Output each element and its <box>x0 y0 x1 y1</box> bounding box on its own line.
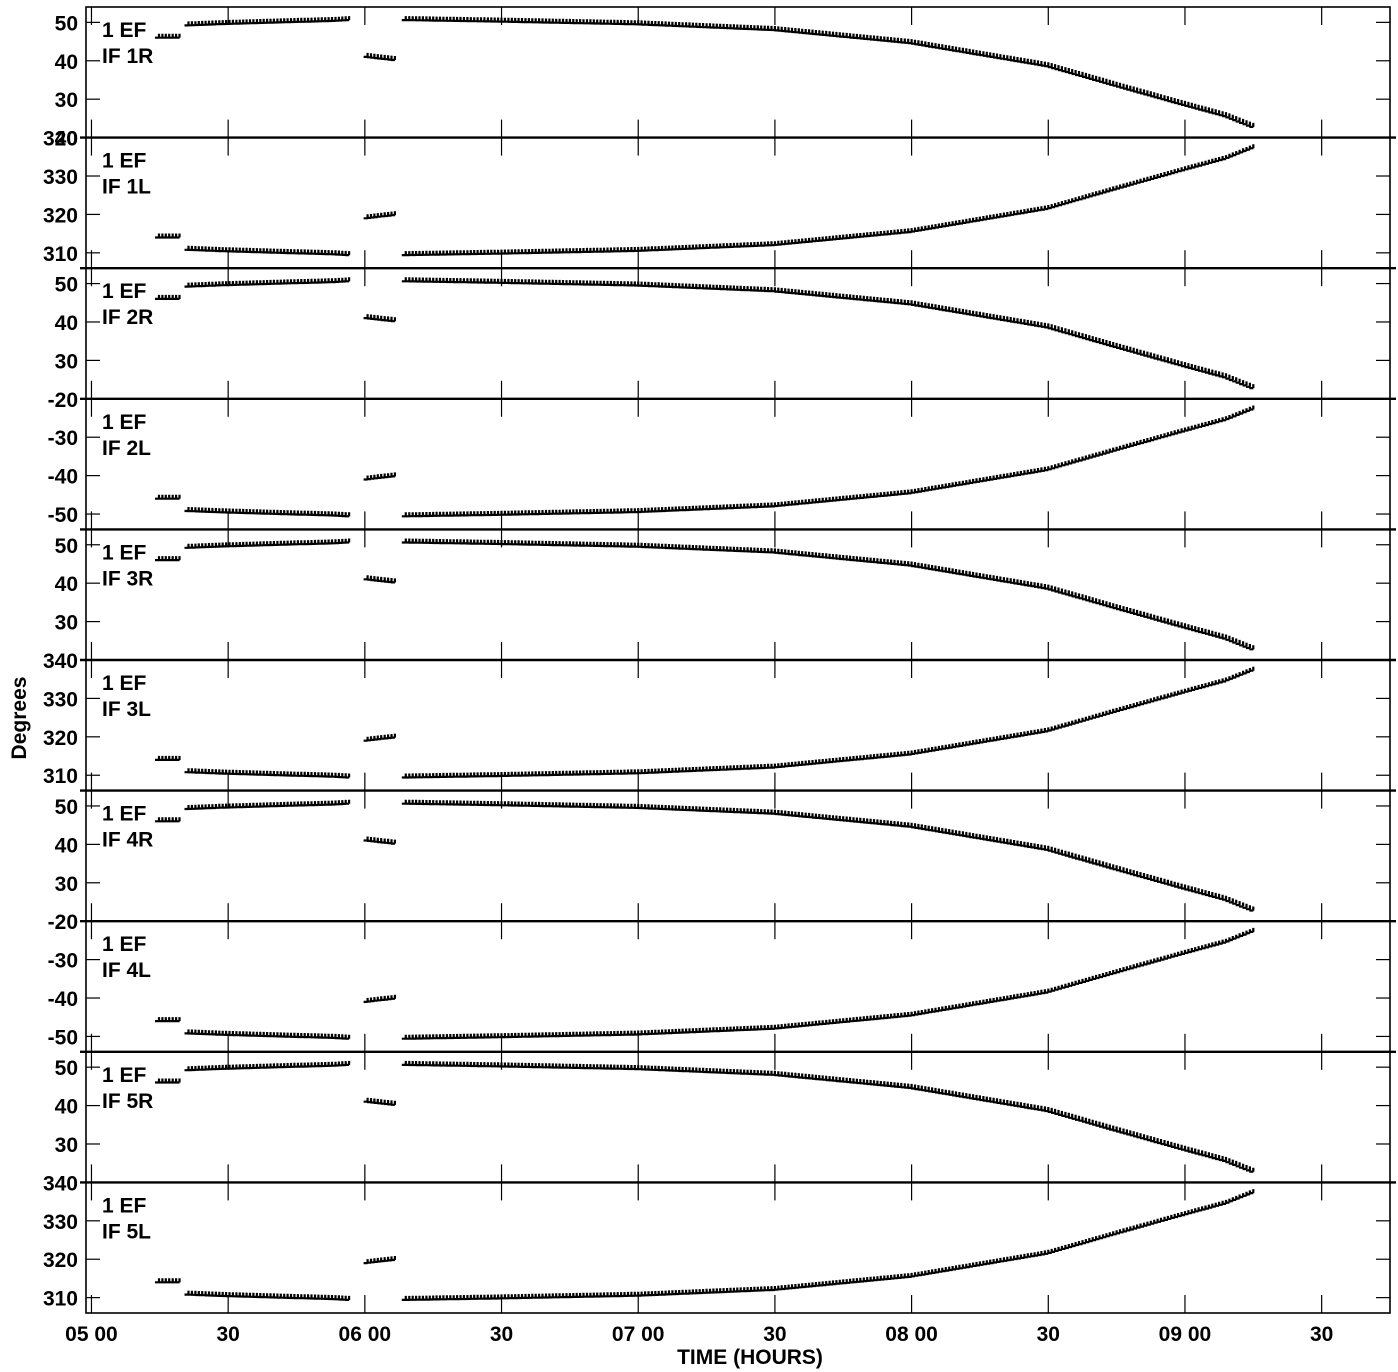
y-tick-label: 330 <box>43 688 78 711</box>
x-tick-label: 30 <box>1310 1323 1333 1346</box>
y-tick-label: 50 <box>55 12 78 35</box>
panel-antenna-label: 1 EF <box>102 672 147 695</box>
y-tick-label: 320 <box>43 204 78 227</box>
data-points <box>155 16 1255 1301</box>
y-axis-title: Degrees <box>8 677 31 760</box>
data-series-IF-4R <box>155 799 1255 912</box>
panel-if-label: IF 5R <box>102 1090 153 1113</box>
data-series-IF-1R <box>155 16 1255 128</box>
x-axis-title: TIME (HOURS) <box>677 1346 823 1369</box>
panel-antenna-label: 1 EF <box>102 280 147 303</box>
y-tick-label: 50 <box>55 274 78 297</box>
x-tick-label: 30 <box>763 1323 786 1346</box>
y-tick-label: 20 <box>55 128 78 151</box>
y-tick-label: -30 <box>48 950 78 973</box>
panel-if-label: IF 4L <box>102 959 151 982</box>
panel-if-label: IF 5L <box>102 1220 151 1243</box>
panel-antenna-label: 1 EF <box>102 411 147 434</box>
panel-if-label: IF 1R <box>102 45 153 68</box>
panel-antenna-label: 1 EF <box>102 1194 147 1217</box>
y-tick-label: 340 <box>43 128 78 151</box>
y-tick-label: 330 <box>43 166 78 189</box>
x-tick-label: 09 00 <box>1159 1323 1212 1346</box>
data-series-IF-5R <box>155 1060 1255 1173</box>
y-tick-label: 340 <box>43 1172 78 1195</box>
panel-if-label: IF 3R <box>102 567 153 590</box>
y-tick-label: 40 <box>55 312 78 335</box>
panel-frames <box>80 6 1396 1314</box>
y-tick-label: 310 <box>43 765 78 788</box>
panel-antenna-label: 1 EF <box>102 803 147 826</box>
data-series-IF-1L <box>155 144 1255 257</box>
panel-antenna-label: 1 EF <box>102 1064 147 1087</box>
y-tick-label: -50 <box>48 1026 78 1049</box>
y-tick-label: 340 <box>43 650 78 673</box>
y-tick-label: -40 <box>48 988 78 1011</box>
x-tick-label: 05 00 <box>65 1323 118 1346</box>
y-tick-label: 310 <box>43 243 78 266</box>
y-tick-label: 30 <box>55 89 78 112</box>
axis-labels: 20 30 40 50 1 EF IF 1R 310 320 330 340 1 EF IF 1L 30… <box>43 12 1333 1346</box>
y-tick-label: -50 <box>48 504 78 527</box>
data-series-IF-2R <box>155 277 1255 390</box>
x-tick-label: 07 00 <box>612 1323 665 1346</box>
panel-antenna-label: 1 EF <box>102 150 147 173</box>
y-tick-label: 310 <box>43 1288 78 1311</box>
panel-frame <box>85 920 1391 1053</box>
y-tick-label: 320 <box>43 727 78 750</box>
y-tick-label: 30 <box>55 1134 78 1157</box>
panel-frame <box>85 1181 1391 1314</box>
y-tick-label: 40 <box>55 573 78 596</box>
panel-antenna-label: 1 EF <box>102 19 147 42</box>
y-tick-label: 320 <box>43 1249 78 1272</box>
y-tick-label: 50 <box>55 1057 78 1080</box>
x-tick-label: 30 <box>216 1323 239 1346</box>
panel-antenna-label: 1 EF <box>102 933 147 956</box>
y-tick-label: 330 <box>43 1211 78 1234</box>
y-tick-label: 50 <box>55 796 78 819</box>
panel-frame <box>85 397 1391 531</box>
panel-if-label: IF 2R <box>102 306 153 329</box>
panel-if-label: IF 2L <box>102 437 151 460</box>
axis-ticks <box>86 7 1390 1313</box>
y-tick-label: -20 <box>48 911 78 934</box>
y-tick-label: 30 <box>55 873 78 896</box>
y-tick-label: 40 <box>55 51 78 74</box>
y-tick-label: 40 <box>55 1096 78 1119</box>
panel-antenna-label: 1 EF <box>102 541 147 564</box>
data-series-IF-2L <box>155 405 1255 518</box>
x-tick-label: 30 <box>490 1323 513 1346</box>
data-series-IF-4L <box>155 927 1255 1040</box>
y-tick-label: -30 <box>48 427 78 450</box>
y-tick-label: 50 <box>55 535 78 558</box>
y-tick-label: 30 <box>55 612 78 635</box>
data-series-IF-3R <box>155 538 1255 651</box>
panel-if-label: IF 3L <box>102 698 151 721</box>
data-series-IF-3L <box>155 666 1255 779</box>
x-tick-label: 30 <box>1037 1323 1060 1346</box>
panel-if-label: IF 1L <box>102 176 151 199</box>
x-tick-label: 06 00 <box>339 1323 392 1346</box>
y-tick-label: 30 <box>55 350 78 373</box>
panel-frame <box>85 136 1391 270</box>
y-tick-label: -40 <box>48 466 78 489</box>
y-tick-label: 40 <box>55 834 78 857</box>
panel-if-label: IF 4R <box>102 829 153 852</box>
panel-frame <box>85 659 1391 792</box>
y-tick-label: -20 <box>48 389 78 412</box>
data-series-IF-5L <box>155 1189 1255 1301</box>
x-tick-label: 08 00 <box>885 1323 938 1346</box>
